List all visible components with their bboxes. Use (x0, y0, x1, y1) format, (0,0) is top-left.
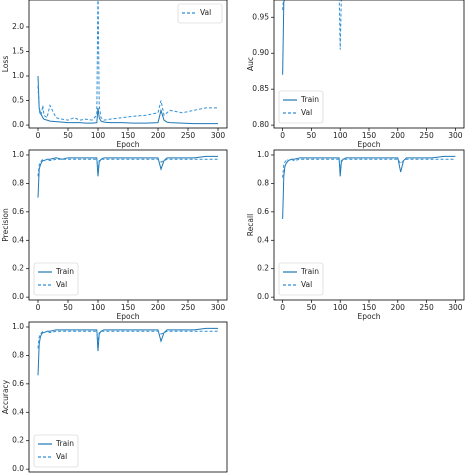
y-tick-label: 0.4 (12, 407, 24, 416)
x-tick-label: 0 (36, 303, 41, 312)
x-tick-label: 100 (333, 303, 348, 312)
y-tick-label: 0.2 (257, 264, 269, 273)
legend-box (33, 262, 79, 296)
x-tick-label: 100 (333, 131, 348, 140)
legend-label: Train (55, 267, 74, 276)
y-tick-label: 0.4 (12, 235, 24, 244)
series-line (37, 158, 218, 177)
axes-frame (28, 0, 228, 129)
legend-label: Train (300, 95, 319, 104)
legend-label: Train (55, 439, 74, 448)
x-tick-label: 0 (280, 131, 285, 140)
x-tick-label: 300 (211, 131, 226, 140)
x-axis-label: Epoch (358, 140, 381, 149)
y-tick-label: 0.2 (12, 436, 24, 445)
y-tick-label: 0.0 (257, 292, 269, 301)
axes-frame (28, 321, 228, 473)
x-tick-label: 0 (36, 131, 41, 140)
series-line (37, 330, 218, 349)
y-tick-label: 0.4 (257, 235, 269, 244)
y-tick-label: 1.0 (12, 322, 24, 331)
x-tick-label: 300 (448, 131, 463, 140)
panel: 0 50 100 150 200 250 300 0.0 0.2 0.4 0.6 0.8 1.0 Epoc… (1, 149, 228, 321)
legend-box (177, 3, 223, 24)
series-line (37, 327, 218, 376)
y-tick-label: 1.0 (12, 71, 24, 80)
legend-label: Val (200, 8, 211, 17)
y-axis-label: Accuracy (1, 379, 10, 414)
y-axis-label: Precision (1, 208, 10, 242)
y-tick-label: 0.95 (252, 12, 269, 21)
y-tick-label: 0.0 (12, 120, 24, 129)
series-line (282, 0, 285, 75)
panel: 0 50 100 150 200 250 300 0.80 0.85 0.90 0.95 Epoch A… (246, 0, 465, 149)
y-tick-label: 0.6 (257, 207, 269, 216)
y-tick-label: 0.90 (252, 48, 269, 57)
series-line (282, 0, 342, 50)
y-tick-label: 2.0 (12, 22, 24, 31)
x-axis-label: Epoch (358, 312, 381, 321)
x-tick-label: 200 (391, 303, 406, 312)
y-tick-label: 1.0 (257, 150, 269, 159)
legend-label: Val (56, 452, 67, 461)
axes-frame (273, 149, 465, 301)
legend-box (33, 434, 79, 468)
y-tick-label: 0.0 (12, 292, 24, 301)
x-tick-label: 100 (91, 303, 106, 312)
y-tick-label: 0.6 (12, 379, 24, 388)
x-tick-label: 300 (448, 303, 463, 312)
x-tick-label: 150 (121, 131, 136, 140)
legend-label: Train (300, 267, 319, 276)
legend-label: Val (301, 108, 312, 117)
y-tick-label: 1.0 (12, 150, 24, 159)
panel: 0 50 100 150 200 250 300 0.0 0.2 0.4 0.6 0.8 1.0 Epoc… (246, 149, 465, 321)
series-line (282, 155, 456, 219)
y-tick-label: 1.5 (12, 46, 24, 55)
x-axis-label: Epoch (117, 312, 140, 321)
y-tick-label: 0.6 (12, 207, 24, 216)
y-tick-label: 0.8 (257, 178, 269, 187)
panel: 0.0 0.2 0.4 0.6 0.8 1.0 Accuracy Train Val (1, 321, 228, 473)
y-tick-label: 0.8 (12, 350, 24, 359)
y-tick-label: 0.0 (12, 464, 24, 473)
y-tick-label: 0.8 (12, 178, 24, 187)
x-tick-label: 50 (63, 131, 73, 140)
y-tick-label: 0.5 (12, 96, 24, 105)
x-tick-label: 200 (151, 131, 166, 140)
y-axis-label: Loss (1, 56, 10, 73)
y-tick-label: 0.85 (252, 84, 269, 93)
x-tick-label: 150 (121, 303, 136, 312)
axes-frame (28, 149, 228, 301)
x-tick-label: 100 (91, 131, 106, 140)
series-line (37, 76, 218, 125)
legend-box (278, 262, 324, 296)
x-tick-label: 250 (181, 303, 196, 312)
y-tick-label: 0.2 (12, 264, 24, 273)
panel: 0 50 100 150 200 250 300 0.0 0.5 1.0 1.5 2.0 Epoch Lo… (1, 0, 228, 149)
x-tick-label: 50 (63, 303, 73, 312)
y-tick-label: 0.80 (252, 120, 269, 129)
x-tick-label: 150 (362, 303, 377, 312)
legend-label: Val (301, 280, 312, 289)
x-tick-label: 200 (391, 131, 406, 140)
x-tick-label: 250 (419, 131, 434, 140)
y-axis-label: Auc (246, 57, 255, 71)
x-tick-label: 250 (419, 303, 434, 312)
x-tick-label: 50 (307, 303, 317, 312)
x-tick-label: 300 (211, 303, 226, 312)
x-tick-label: 0 (280, 303, 285, 312)
legend-label: Val (56, 280, 67, 289)
series-line (37, 155, 218, 198)
series-line (37, 0, 218, 121)
x-tick-label: 250 (181, 131, 196, 140)
axes-frame (273, 0, 465, 129)
y-axis-label: Recall (246, 214, 255, 236)
x-tick-label: 50 (307, 131, 317, 140)
legend-box (278, 90, 324, 124)
x-tick-label: 150 (362, 131, 377, 140)
x-tick-label: 200 (151, 303, 166, 312)
x-axis-label: Epoch (117, 140, 140, 149)
series-line (282, 158, 456, 178)
